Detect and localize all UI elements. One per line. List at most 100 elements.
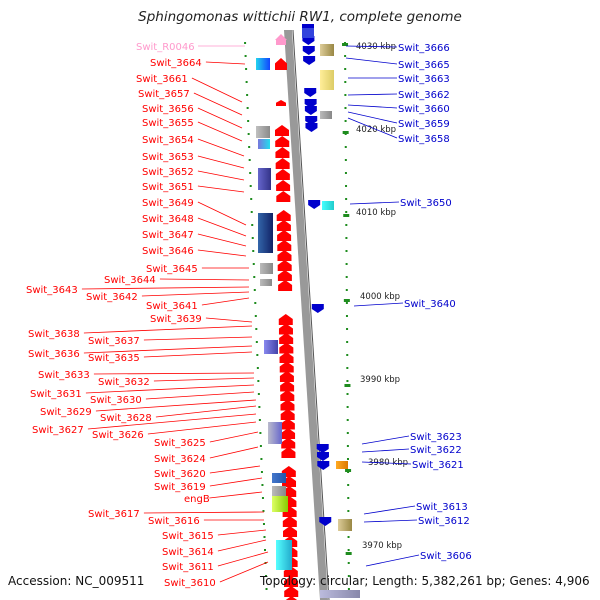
tick-dot — [344, 68, 347, 70]
gene-label-left: Swit_3629 — [40, 407, 92, 418]
forward-gene-arrow — [279, 342, 294, 354]
gene-leader-line — [197, 170, 245, 181]
tick-dot — [247, 133, 250, 135]
scale-label: 4000 kbp — [360, 292, 400, 302]
gene-label-left: Swit_3644 — [104, 275, 156, 286]
reverse-gene-arrow — [302, 36, 315, 45]
gene-leader-line — [217, 539, 267, 552]
tick-dot — [345, 263, 348, 265]
reverse-gene-arrow — [308, 200, 321, 209]
gene-label-left: Swit_3645 — [146, 264, 198, 275]
gene-leader-line — [353, 302, 404, 307]
gene-label-left: Swit_3648 — [142, 214, 194, 225]
tick-dot — [253, 276, 256, 278]
gene-label-left: Swit_3625 — [154, 438, 206, 449]
tick-dot — [345, 198, 348, 200]
gene-label-left: Swit_3647 — [142, 230, 194, 241]
gene-label-right: Swit_3650 — [400, 198, 452, 209]
gene-leader-line — [205, 61, 246, 65]
forward-gene-arrow — [279, 361, 294, 373]
tick-dot — [254, 302, 257, 304]
gene-label-left: Swit_3661 — [136, 74, 188, 85]
gene-label-left: Swit_3651 — [142, 182, 194, 193]
gene-leader-line — [141, 291, 250, 297]
tick-dot — [346, 445, 349, 447]
tick-dot — [346, 458, 349, 460]
gene-leader-line — [217, 529, 267, 536]
gene-leader-line — [197, 233, 247, 247]
gene-leader-line — [197, 249, 247, 257]
gene-label-right: Swit_3666 — [398, 43, 450, 54]
rna-gene-arrow — [275, 34, 287, 40]
forward-gene-arrow — [275, 58, 287, 70]
feature-block — [272, 486, 286, 496]
gene-label-left: Swit_3614 — [162, 547, 214, 558]
gene-leader-line — [95, 399, 257, 412]
forward-gene-arrow — [275, 169, 290, 180]
feature-block — [258, 213, 273, 253]
gene-leader-line — [83, 345, 253, 354]
reverse-gene-arrow — [305, 123, 318, 132]
tick-dot — [345, 276, 348, 278]
gene-label-left: Swit_3646 — [142, 246, 194, 257]
tick-dot — [265, 575, 268, 577]
map-title: Sphingomonas wittichii RW1, complete gen… — [138, 9, 462, 25]
tick-dot — [345, 250, 348, 252]
tick-dot — [255, 341, 258, 343]
gene-leader-line — [209, 491, 263, 499]
tick-dot — [344, 55, 347, 57]
tick-dot — [261, 497, 264, 499]
forward-gene-arrow — [280, 409, 295, 420]
tick-dot — [247, 120, 250, 122]
tick-dot — [345, 211, 348, 213]
gene-label-left: Swit_3653 — [142, 152, 194, 163]
feature-block — [320, 70, 334, 90]
gene-label-left: Swit_3632 — [98, 377, 150, 388]
tick-dot — [262, 510, 265, 512]
forward-gene-arrow — [280, 380, 295, 392]
tick-dot — [344, 107, 347, 109]
tick-dot — [249, 172, 252, 174]
scale-label: 3990 kbp — [360, 375, 400, 385]
tick-dot — [347, 536, 350, 538]
gene-leader-line — [145, 391, 255, 400]
gene-label-left: Swit_3638 — [28, 329, 80, 340]
gene-leader-line — [349, 201, 400, 205]
scale-label: 4020 kbp — [356, 125, 396, 135]
gene-label-left: Swit_3643 — [26, 285, 78, 296]
tick-dot — [248, 146, 251, 148]
tick-dot — [346, 393, 349, 395]
gene-label-right: Swit_3622 — [410, 445, 462, 456]
tick-dot — [265, 588, 268, 590]
gene-label-right: Swit_3663 — [398, 74, 450, 85]
gene-leader-line — [143, 336, 253, 341]
gene-label-left: Swit_3610 — [164, 578, 216, 589]
scale-tick — [342, 43, 349, 46]
scale-tick — [345, 469, 352, 472]
tick-dot — [260, 458, 263, 460]
gene-label-right: Swit_3640 — [404, 299, 456, 310]
tick-dot — [346, 328, 349, 330]
tick-dot — [254, 315, 257, 317]
forward-gene-arrow — [283, 526, 298, 537]
forward-gene-arrow — [275, 158, 290, 169]
tick-dot — [245, 68, 248, 70]
gene-leader-line — [143, 351, 253, 358]
feature-block — [320, 44, 334, 56]
tick-dot — [250, 211, 253, 213]
gene-label-left: Swit_3652 — [142, 167, 194, 178]
feature-block — [264, 340, 278, 354]
gene-label-right: Swit_3606 — [420, 551, 472, 562]
tick-dot — [345, 185, 348, 187]
reverse-gene-block — [302, 28, 314, 38]
gene-label-left: engB — [184, 494, 210, 505]
forward-gene-arrow — [277, 270, 292, 281]
tick-dot — [257, 393, 260, 395]
gene-leader-line — [209, 446, 259, 459]
scale-tick — [344, 384, 351, 387]
forward-gene-arrow — [284, 576, 299, 587]
feature-block — [336, 461, 348, 469]
tick-dot — [346, 380, 349, 382]
forward-gene-arrow — [275, 125, 289, 136]
